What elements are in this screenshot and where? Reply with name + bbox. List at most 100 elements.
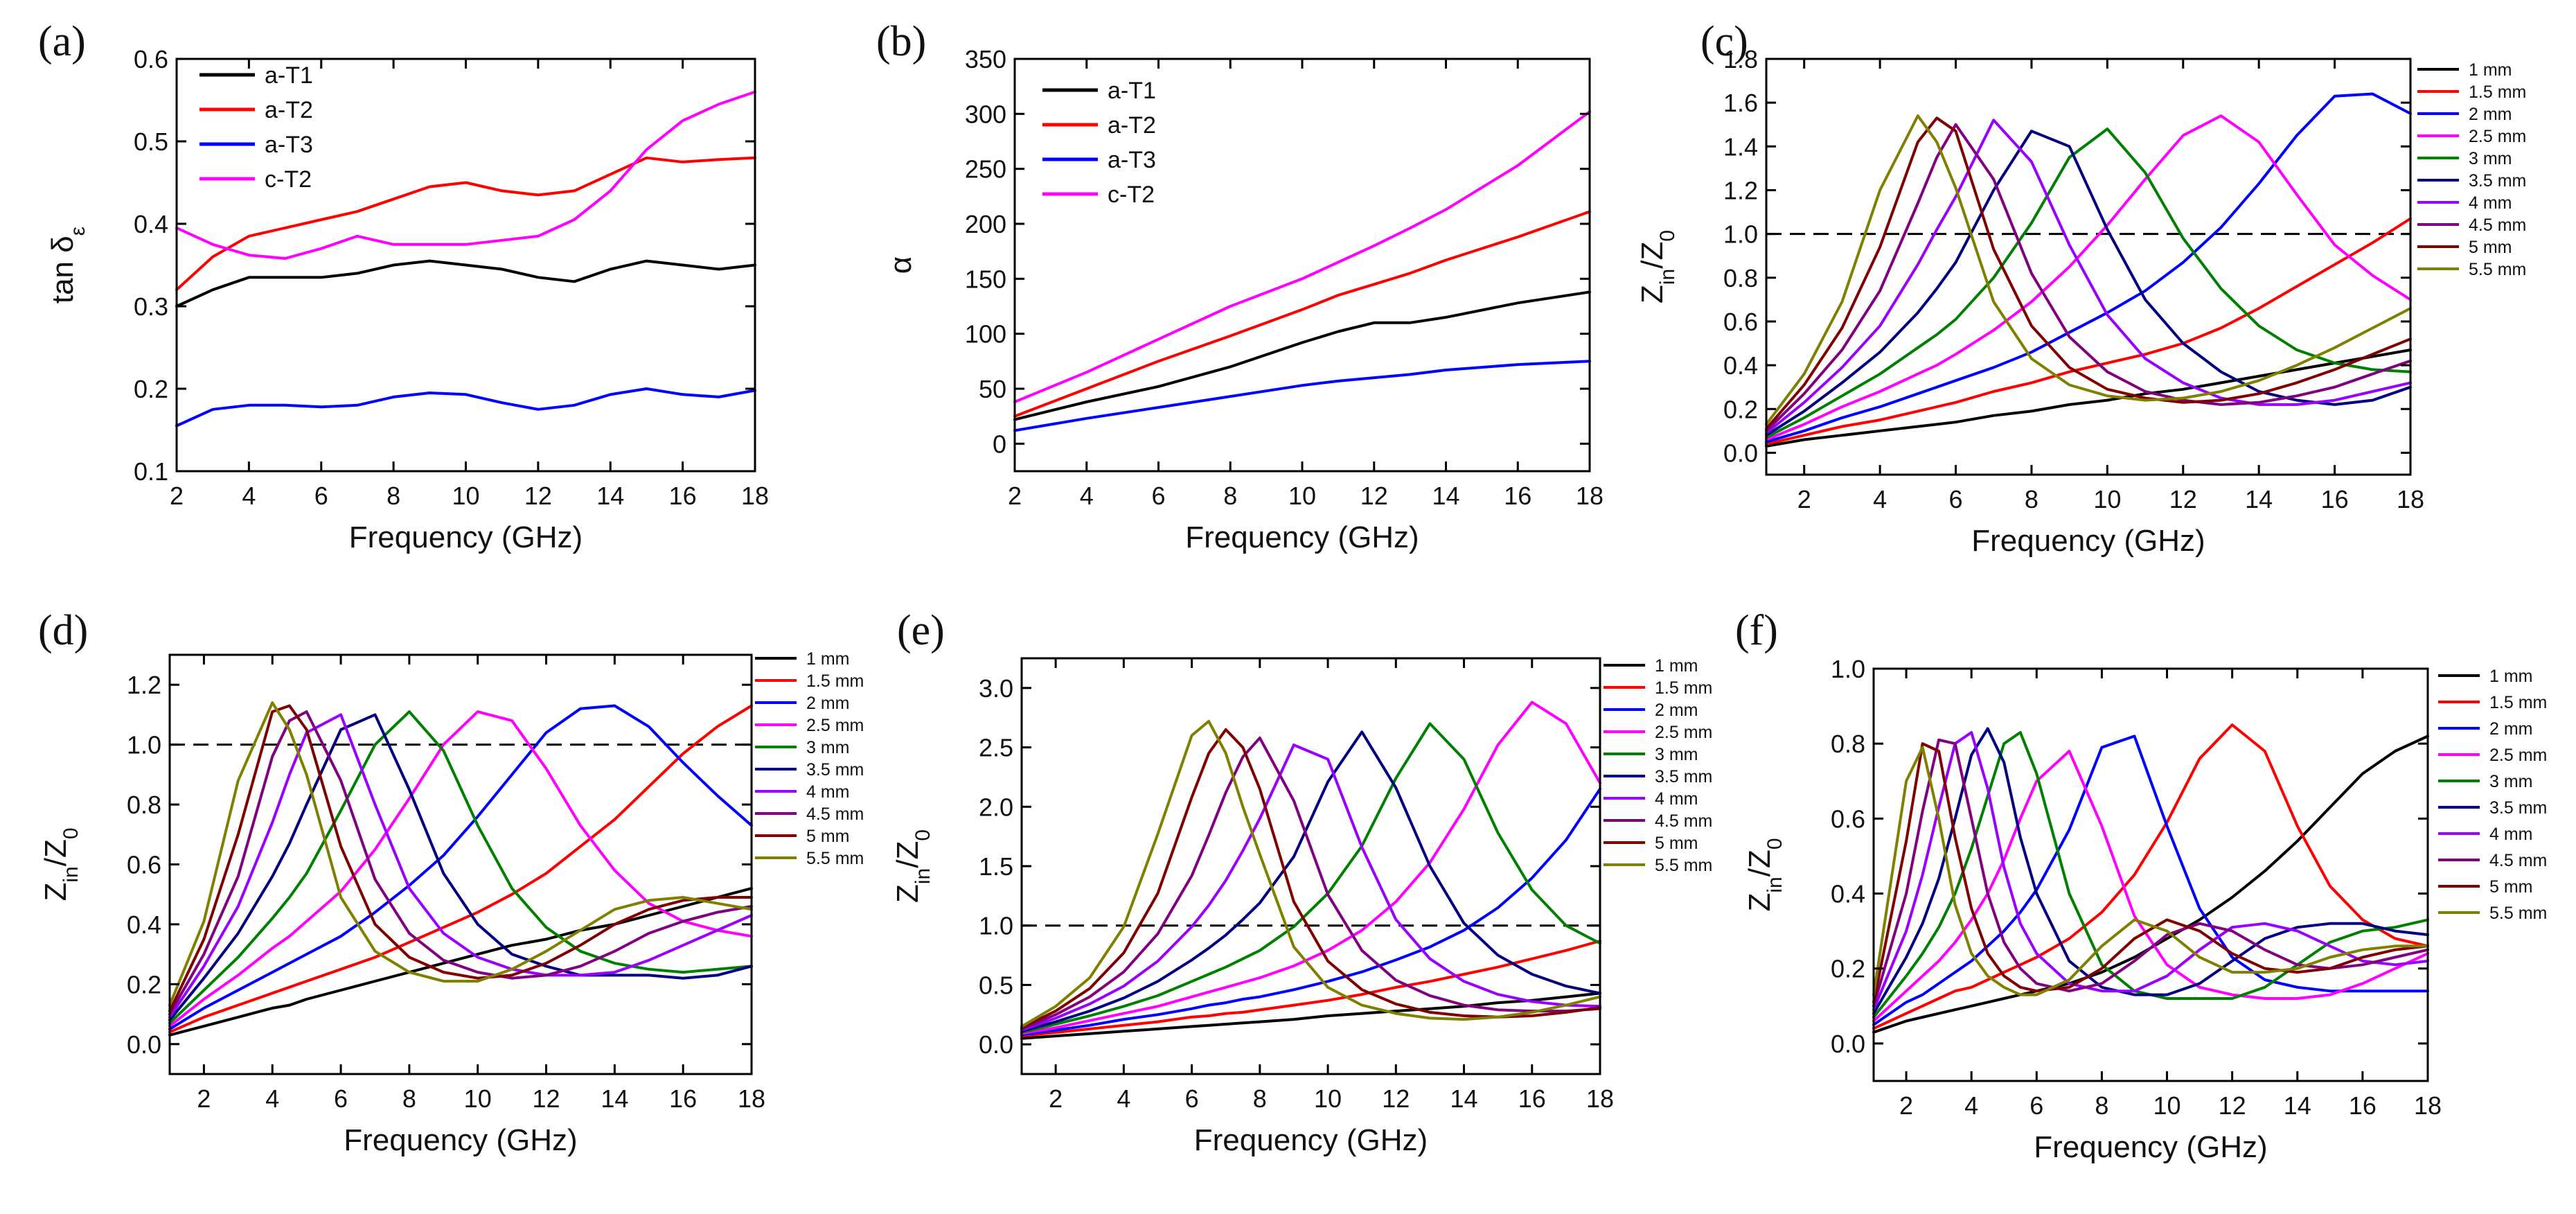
y-tick-label: 1.4 [1723,132,1758,161]
panel-f: (f) 2 4 6 8 10 12 14 16 18 0.0 0.2 0.4 0.6 0.8 1.0 Frequ… [1735,607,2547,1164]
legend-entry: 3 mm [806,738,850,757]
legend-entry: a-T2 [265,97,313,123]
x-tick-label: 14 [1432,482,1459,510]
y-label-mid: /Z [39,839,73,866]
y-tick-label: 0.1 [134,457,168,486]
x-tick-label: 4 [1080,482,1094,510]
x-tick-label: 6 [314,482,328,510]
legend-entry: 2.5 mm [2469,127,2526,146]
legend-entry: 5 mm [806,827,850,846]
x-tick-label: 14 [1450,1084,1478,1113]
series-line-1-mm [1020,992,1601,1040]
y-tick-label: 0.6 [1723,308,1758,336]
legend-entry: a-T2 [1108,112,1156,139]
panel-a: (a) 2 4 6 8 10 12 14 16 18 0.1 0.2 0.3 0.4 0.5 0.6 Frequ… [38,18,769,554]
y-tick-label: 0.8 [127,791,161,819]
legend-entry: 2 mm [2489,719,2533,739]
legend-entry: 1 mm [2469,60,2512,80]
y-tick-label: 0.6 [1831,804,1865,833]
series-line-2-5-mm [1765,114,2412,441]
legend: 1 mm1.5 mm2 mm2.5 mm3 mm3.5 mm4 mm4.5 mm… [2438,667,2547,923]
x-tick-label: 6 [334,1084,348,1113]
y-axis-label: Zin/Z0 [891,829,934,903]
series-line-2-mm [168,704,753,1031]
series-line-2-5-mm [1020,701,1601,1035]
x-tick-label: 8 [2095,1091,2108,1120]
legend: a-T1 a-T2 a-T3 c-T2 [199,62,313,193]
x-tick-label: 8 [402,1084,416,1113]
legend-entry: 4 mm [2489,825,2533,844]
legend-entry: 3 mm [2469,149,2512,168]
x-axis-label: Frequency (GHz) [1971,524,2205,558]
y-tick-label: 0.0 [979,1030,1013,1059]
y-tick-label: 0.2 [134,375,168,403]
series-line-5-5-mm [1020,719,1601,1028]
legend-entry: 4 mm [806,782,850,802]
y-tick-label: 1.0 [127,731,161,759]
x-tick-label: 18 [2397,485,2424,513]
series-line-3-mm [168,710,753,1025]
y-axis-label: Zin/Z0 [39,827,82,901]
series-line-5-mm [1765,116,2412,430]
y-tick-label: 0.2 [1723,395,1758,423]
x-tick-label: 16 [669,1084,697,1113]
y-tick-label: 0.3 [134,292,168,321]
y-label-main: Z [1635,285,1669,304]
series-line-5-5-mm [168,701,753,1007]
x-tick-label: 14 [601,1084,628,1113]
x-tick-label: 16 [2321,485,2349,513]
x-tick-label: 12 [2169,485,2197,513]
legend-entry: 1 mm [806,649,850,669]
legend-entry: 2.5 mm [1655,723,1712,742]
legend-entry: 3.5 mm [1655,767,1712,786]
legend-entry: 5.5 mm [2489,904,2547,923]
y-label-main: Z [39,883,73,901]
legend-entry: 3.5 mm [2489,798,2547,818]
x-tick-label: 2 [1008,482,1022,510]
x-tick-label: 18 [1586,1084,1614,1113]
panel-d: (d) 2 4 6 8 10 12 14 16 18 0.0 0.2 0.4 0.6 0.8 1.0 1.2 Fr… [38,607,864,1157]
legend-entry: c-T2 [1108,182,1155,208]
y-tick-label: 0.6 [134,45,168,73]
series-line-a-T2 [175,156,756,292]
series-line-3-5-mm [1765,130,2412,437]
legend-entry: a-T3 [265,132,313,158]
y-tick-label: 50 [979,375,1006,403]
legend-entry: 2 mm [1655,701,1698,720]
series-line-4-5-mm [1765,123,2412,432]
y-tick-label: 150 [965,265,1006,293]
legend-entry: 4.5 mm [2469,215,2526,235]
y-label-main: Z [1743,893,1777,912]
series-line-c-T2 [1013,110,1591,403]
legend-entry: 4 mm [2469,193,2512,213]
series-line-1-5-mm [1020,940,1601,1038]
series-line-4-5-mm [1020,736,1601,1030]
y-label-main: tan δ [46,236,80,304]
series-line-2-mm [1765,92,2412,443]
y-tick-label: 2.5 [979,734,1013,762]
x-tick-label: 6 [2029,1091,2043,1120]
series-line-1-5-mm [1765,217,2412,446]
series-line-4-5-mm [168,710,753,1016]
y-tick-label: 0.4 [1723,351,1758,380]
x-tick-label: 4 [1964,1091,1978,1120]
x-tick-label: 10 [1314,1084,1342,1113]
x-tick-label: 2 [170,482,184,510]
series-line-2-mm [1872,734,2429,1026]
plot-frame [1765,58,2412,476]
legend-entry: 2 mm [2469,105,2512,124]
y-tick-label: 0.8 [1831,730,1865,758]
panel-label: (a) [38,18,86,65]
x-tick-label: 4 [242,482,256,510]
y-tick-label: 0 [993,430,1006,458]
legend-entry: 4 mm [1655,789,1698,809]
x-tick-label: 6 [1151,482,1165,510]
x-tick-label: 10 [2153,1091,2181,1120]
y-label-mid: /Z [1743,850,1777,877]
y-tick-label: 0.4 [127,910,161,939]
series-line-3-mm [1872,731,2429,1019]
legend-entry: 1.5 mm [1655,678,1712,698]
legend-entry: 1.5 mm [2489,693,2547,712]
legend: 1 mm1.5 mm2 mm2.5 mm3 mm3.5 mm4 mm4.5 mm… [1604,656,1712,875]
panel-c: (c) 2 4 6 8 10 12 14 16 18 0.0 0.2 0.4 0.6 0.8 1.0 1.2 1.… [1635,18,2526,558]
